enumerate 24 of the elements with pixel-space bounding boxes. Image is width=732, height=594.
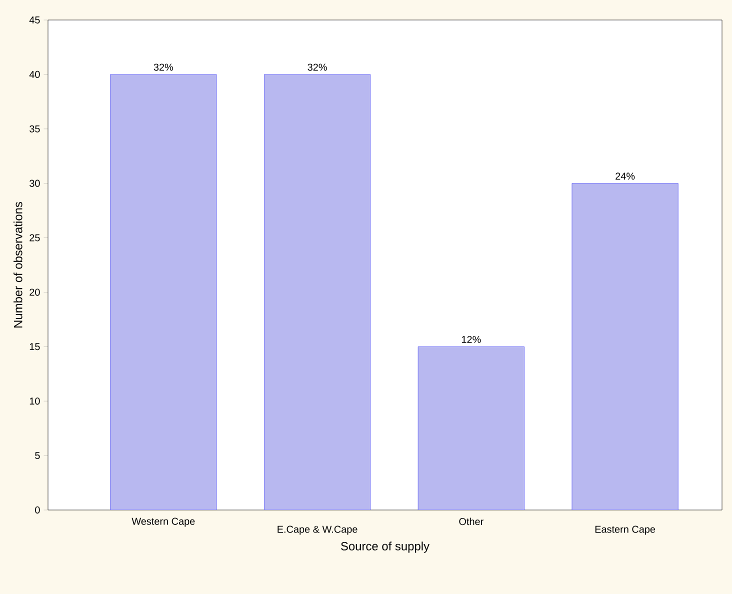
y-tick-label: 35 [30, 125, 40, 132]
bar [418, 346, 524, 510]
annotation: 24% [616, 172, 635, 180]
y-tick-label: 0 [35, 506, 40, 514]
y-tick-label: 15 [30, 343, 40, 350]
y-tick-label: 20 [30, 288, 40, 296]
x-tick-label: Other [459, 518, 484, 526]
y-axis-title: Number of observations [14, 202, 22, 328]
x-tick-label: E.Cape & W.Cape [278, 526, 358, 535]
y-tick-label: 5 [35, 452, 40, 460]
annotation: 32% [154, 64, 174, 71]
bar [110, 74, 217, 510]
annotation: 32% [308, 64, 327, 71]
bar [264, 74, 370, 510]
y-tick-label: 25 [30, 234, 40, 242]
y-tick-label: 45 [29, 16, 40, 24]
x-tick-label: Western Cape [132, 518, 195, 527]
annotation: 12% [462, 336, 481, 343]
y-tick-label: 40 [29, 70, 40, 78]
y-tick-label: 10 [30, 398, 40, 405]
x-tick-label: Eastern Cape [595, 526, 656, 535]
y-tick-label: 30 [30, 180, 40, 187]
x-axis-title: Source of supply [341, 542, 430, 553]
bar [572, 183, 678, 510]
